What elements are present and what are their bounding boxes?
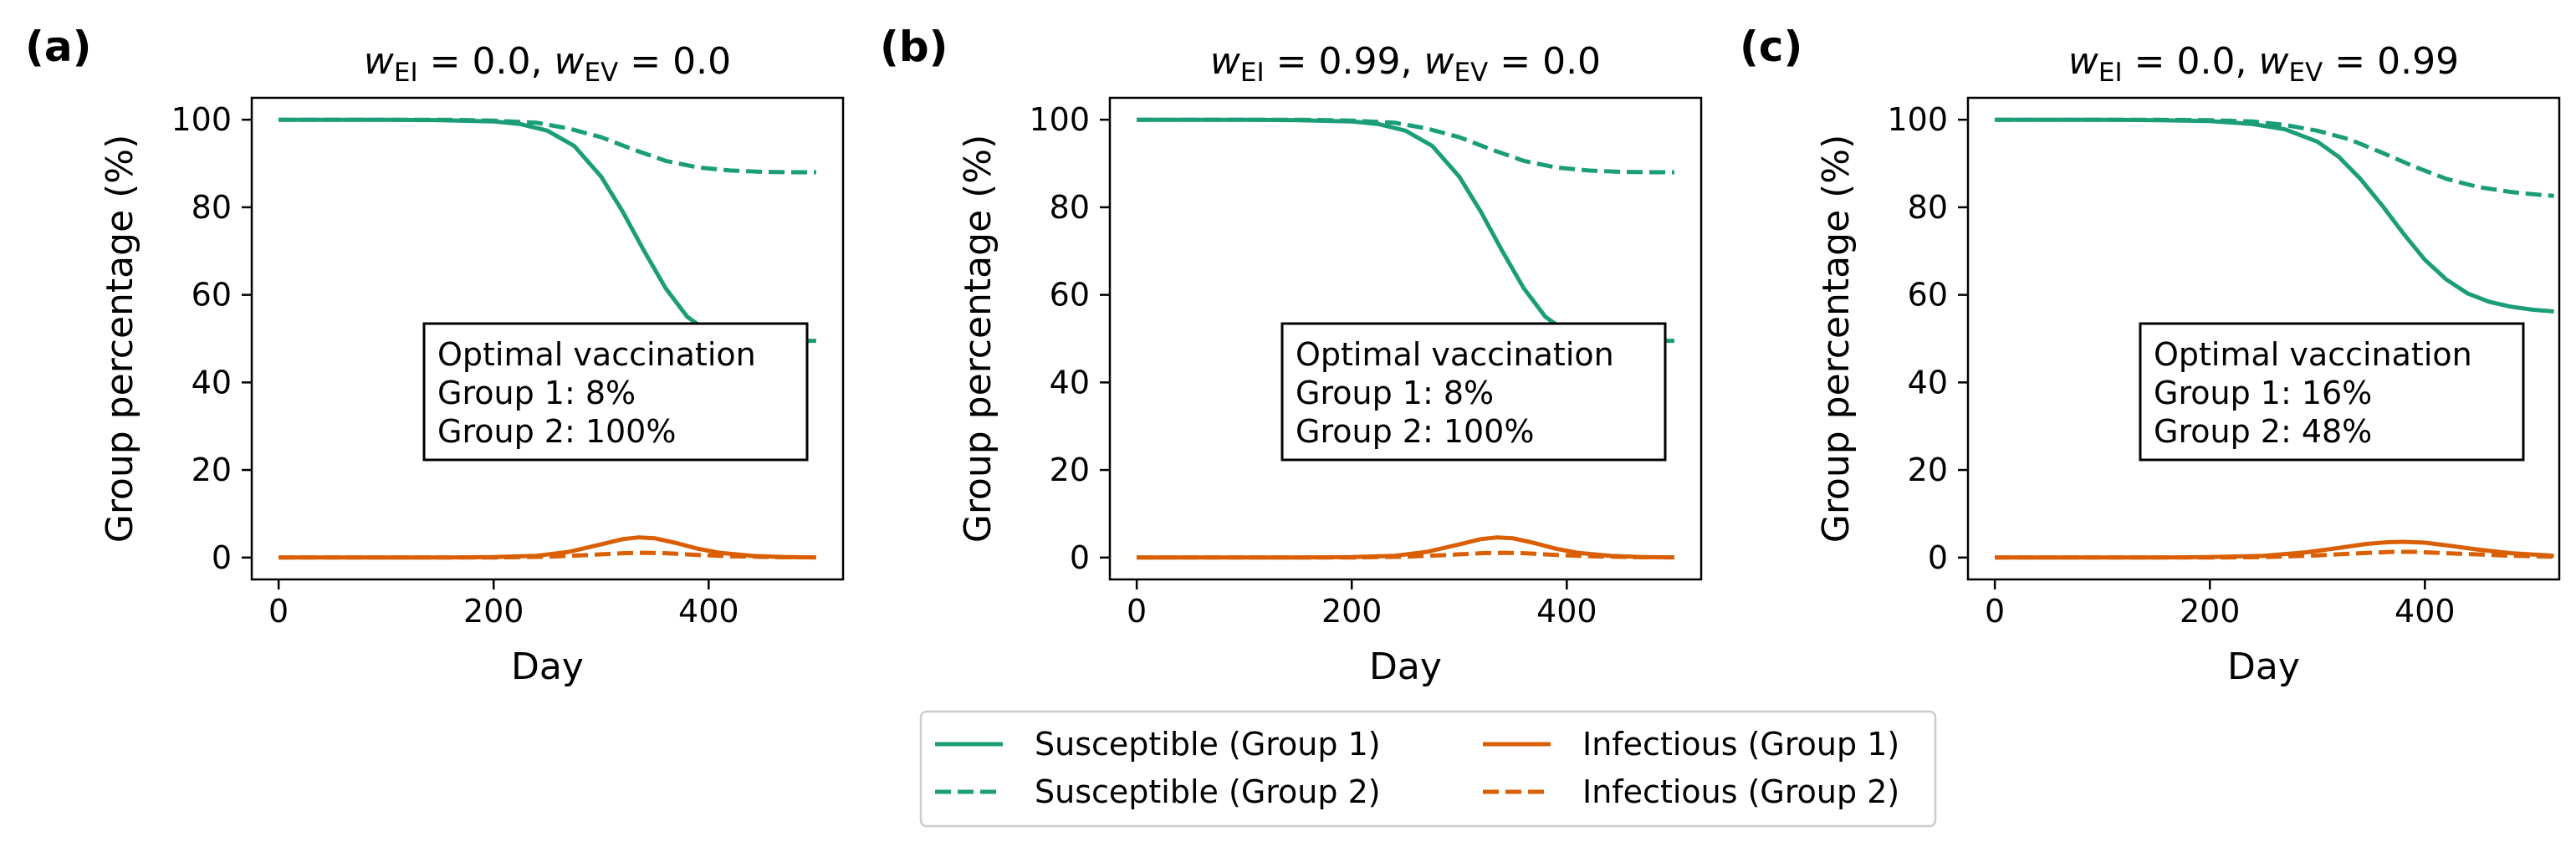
title-text: = 0.0 <box>1488 40 1601 83</box>
axes-frame <box>1108 96 1703 581</box>
y-tick-label: 60 <box>1050 277 1090 314</box>
annotation-line: Optimal vaccination <box>437 336 756 373</box>
chart-title: wEI = 0.0, wEV = 0.99 <box>2068 40 2459 88</box>
title-subscript: EV <box>584 58 618 88</box>
title-symbol: w <box>1210 40 1241 83</box>
y-tick-label: 100 <box>1029 101 1090 138</box>
title-symbol: w <box>2068 40 2099 83</box>
title-text: = 0.99, <box>1265 40 1424 83</box>
legend-label: Susceptible (Group 1) <box>1035 726 1381 763</box>
title-subscript: EI <box>394 58 418 88</box>
chart-panel-3: (c) wEI = 0.0, wEV = 0.990 200 400020406080… <box>1740 23 2561 688</box>
y-tick-label: 100 <box>1887 101 1948 138</box>
series-line-3 <box>1995 539 2554 560</box>
panel-label: (a) <box>25 23 91 71</box>
annotation-line: Optimal vaccination <box>2154 336 2472 373</box>
title-text: = 0.0, <box>2123 40 2259 83</box>
annotation-line: Group 1: 8% <box>1296 375 1494 411</box>
y-tick-label: 80 <box>1050 189 1090 226</box>
series-line-1 <box>1137 117 1674 344</box>
series-line-4 <box>1995 549 2554 560</box>
chart-title: wEI = 0.0, wEV = 0.0 <box>364 40 731 88</box>
legend-label: Susceptible (Group 2) <box>1035 773 1381 810</box>
x-tick-label: 400 <box>678 593 739 630</box>
title-symbol: w <box>364 40 395 83</box>
annotation-line: Group 2: 100% <box>1296 413 1534 450</box>
y-tick-label: 40 <box>1908 364 1948 401</box>
panel-label: (c) <box>1740 23 1802 71</box>
x-tick-label: 0 <box>1127 593 1147 630</box>
title-subscript: EI <box>1240 58 1265 88</box>
series-line-2 <box>1995 117 2554 198</box>
legend-label: Infectious (Group 2) <box>1582 773 1899 810</box>
legend: Susceptible (Group 1) Infectious (Group 1… <box>919 710 1937 828</box>
annotation-box <box>1280 322 1667 462</box>
title-text: = 0.0, <box>418 40 555 83</box>
axes-frame <box>1966 96 2561 581</box>
annotation-box <box>422 322 809 462</box>
y-axis-label: Group percentage (%) <box>957 135 999 543</box>
y-tick-label: 20 <box>192 452 232 488</box>
x-tick-label: 200 <box>1321 593 1383 630</box>
y-tick-label: 40 <box>192 364 232 401</box>
chart-panel-1: (a) wEI = 0.0, wEV = 0.00 200 4000204060801… <box>25 23 845 688</box>
title-subscript: EV <box>2288 58 2323 88</box>
title-text: = 0.99 <box>2323 40 2459 83</box>
x-tick-label: 400 <box>2395 593 2456 630</box>
title-subscript: EI <box>2098 58 2123 88</box>
chart-panel-2: (b) wEI = 0.99, wEV = 0.00 200 400020406080… <box>880 23 1703 688</box>
series-line-1 <box>279 117 816 344</box>
y-tick-label: 0 <box>1928 539 1948 576</box>
annotation-line: Group 1: 8% <box>437 375 636 411</box>
y-tick-label: 60 <box>192 277 232 314</box>
plot-area <box>1995 117 2554 560</box>
y-tick-label: 0 <box>1070 539 1090 576</box>
y-tick-label: 20 <box>1050 452 1090 488</box>
y-tick-label: 60 <box>1908 277 1948 314</box>
series-line-1 <box>1995 117 2554 314</box>
y-tick-label: 0 <box>212 539 232 576</box>
chart-title: wEI = 0.99, wEV = 0.0 <box>1210 40 1601 88</box>
y-tick-label: 100 <box>171 101 232 138</box>
annotation-line: Group 1: 16% <box>2154 375 2372 411</box>
y-tick-label: 20 <box>1908 452 1948 488</box>
series-line-4 <box>1137 550 1674 560</box>
axes-frame <box>250 96 845 581</box>
x-tick-label: 200 <box>2180 593 2241 630</box>
x-tick-label: 0 <box>268 593 289 630</box>
panel-label: (b) <box>880 23 948 71</box>
annotation-line: Group 2: 100% <box>437 413 676 450</box>
legend-label: Infectious (Group 1) <box>1582 726 1899 763</box>
x-tick-label: 200 <box>463 593 524 630</box>
annotation-line: Optimal vaccination <box>1296 336 1614 373</box>
x-tick-label: 0 <box>1985 593 2005 630</box>
y-tick-label: 80 <box>192 189 232 226</box>
legend-frame <box>919 710 1937 828</box>
y-axis-label: Group percentage (%) <box>99 135 141 543</box>
x-tick-label: 400 <box>1536 593 1597 630</box>
title-symbol: w <box>554 40 585 83</box>
x-axis-label: Day <box>511 645 584 688</box>
series-line-2 <box>279 117 816 175</box>
x-axis-label: Day <box>2227 645 2300 688</box>
y-tick-label: 80 <box>1908 189 1948 226</box>
y-axis-label: Group percentage (%) <box>1815 135 1858 543</box>
y-tick-label: 40 <box>1050 364 1090 401</box>
x-axis-label: Day <box>1369 645 1442 688</box>
title-symbol: w <box>1423 40 1454 83</box>
annotation-box <box>2139 322 2525 462</box>
annotation-line: Group 2: 48% <box>2154 413 2372 450</box>
title-subscript: EV <box>1454 58 1488 88</box>
title-text: = 0.0 <box>618 40 731 83</box>
series-line-4 <box>279 550 816 560</box>
title-symbol: w <box>2258 40 2289 83</box>
series-line-2 <box>1137 117 1674 175</box>
